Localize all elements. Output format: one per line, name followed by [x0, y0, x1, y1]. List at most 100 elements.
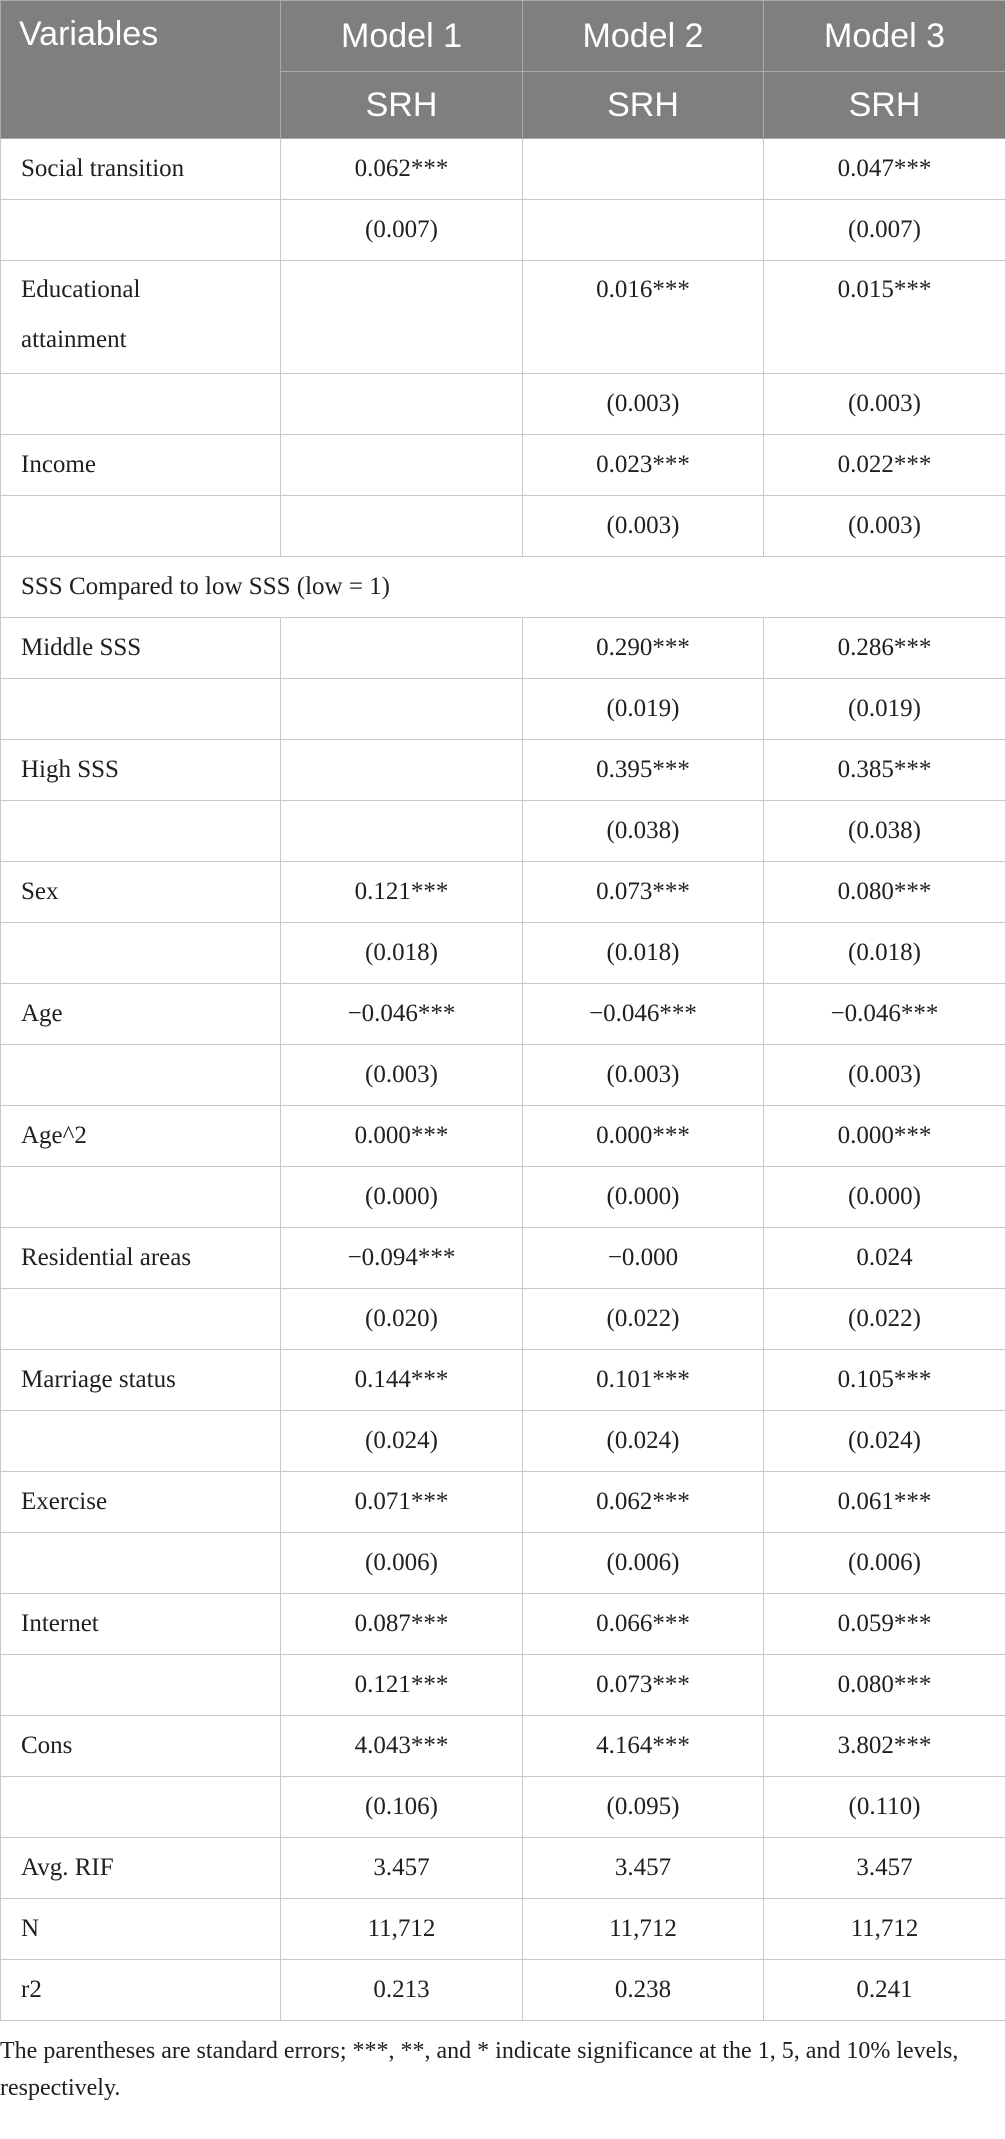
cell-model-3: 0.241 — [763, 1959, 1005, 2021]
cell-model-3: (0.019) — [763, 678, 1005, 740]
table-row: Residential areas −0.094*** −0.000 0.024 — [0, 1227, 1005, 1289]
cell-model-2: 0.101*** — [522, 1349, 764, 1411]
table-row: (0.003) (0.003) — [0, 373, 1005, 435]
cell-model-2: 11,712 — [522, 1898, 764, 1960]
row-label: N — [0, 1898, 281, 1960]
cell-model-1 — [280, 739, 523, 801]
cell-model-1: 3.457 — [280, 1837, 523, 1899]
row-label: Income — [0, 434, 281, 496]
row-label — [0, 922, 281, 984]
table-row: r2 0.213 0.238 0.241 — [0, 1959, 1005, 2021]
cell-model-2: 0.016*** — [522, 260, 764, 374]
cell-model-2: (0.024) — [522, 1410, 764, 1472]
cell-model-1: −0.046*** — [280, 983, 523, 1045]
table-row: (0.018) (0.018) (0.018) — [0, 922, 1005, 984]
table-row: SSS Compared to low SSS (low = 1) — [0, 556, 1005, 618]
cell-model-2: (0.095) — [522, 1776, 764, 1838]
cell-model-3: 0.047*** — [763, 138, 1005, 200]
row-label — [0, 1654, 281, 1716]
row-label: High SSS — [0, 739, 281, 801]
table-row: Internet 0.087*** 0.066*** 0.059*** — [0, 1593, 1005, 1655]
cell-model-2: 0.395*** — [522, 739, 764, 801]
table-footnote: The parentheses are standard errors; ***… — [0, 2038, 959, 2101]
table-row: Age^2 0.000*** 0.000*** 0.000*** — [0, 1105, 1005, 1167]
cell-model-3: (0.110) — [763, 1776, 1005, 1838]
table-row: Age −0.046*** −0.046*** −0.046*** — [0, 983, 1005, 1045]
cell-model-2 — [522, 199, 764, 261]
cell-model-3: (0.003) — [763, 373, 1005, 435]
cell-model-1: (0.024) — [280, 1410, 523, 1472]
cell-model-2: 0.073*** — [522, 1654, 764, 1716]
cell-model-2: −0.046*** — [522, 983, 764, 1045]
row-label: Educational attainment — [0, 260, 281, 374]
header-dependent-3: SRH — [763, 71, 1005, 139]
table-row: (0.003) (0.003) — [0, 495, 1005, 557]
cell-model-3: 0.022*** — [763, 434, 1005, 496]
row-label — [0, 1044, 281, 1106]
cell-model-2: (0.019) — [522, 678, 764, 740]
table-row: (0.019) (0.019) — [0, 678, 1005, 740]
row-label — [0, 1410, 281, 1472]
table-header: Variables Model 1 Model 2 Model 3 SRH SR… — [0, 0, 1005, 139]
cell-model-3: 0.385*** — [763, 739, 1005, 801]
cell-model-3: (0.022) — [763, 1288, 1005, 1350]
cell-model-1: −0.094*** — [280, 1227, 523, 1289]
header-variables: Variables — [0, 0, 281, 139]
row-label: Middle SSS — [0, 617, 281, 679]
cell-model-2: (0.003) — [522, 373, 764, 435]
cell-model-1: 4.043*** — [280, 1715, 523, 1777]
cell-model-1 — [280, 678, 523, 740]
cell-model-1: 0.144*** — [280, 1349, 523, 1411]
cell-model-3: (0.038) — [763, 800, 1005, 862]
row-label: Social transition — [0, 138, 281, 200]
row-label: Cons — [0, 1715, 281, 1777]
header-model-2: Model 2 — [522, 0, 764, 72]
table-row: Middle SSS 0.290*** 0.286*** — [0, 617, 1005, 679]
regression-table: Variables Model 1 Model 2 Model 3 SRH SR… — [0, 0, 1005, 2021]
cell-model-2: 0.023*** — [522, 434, 764, 496]
cell-model-2: (0.000) — [522, 1166, 764, 1228]
cell-model-2: (0.006) — [522, 1532, 764, 1594]
cell-model-1: 0.213 — [280, 1959, 523, 2021]
cell-model-3: 0.024 — [763, 1227, 1005, 1289]
table-row: High SSS 0.395*** 0.385*** — [0, 739, 1005, 801]
cell-model-1: (0.000) — [280, 1166, 523, 1228]
table-row: Marriage status 0.144*** 0.101*** 0.105*** — [0, 1349, 1005, 1411]
table-row: (0.038) (0.038) — [0, 800, 1005, 862]
cell-model-3: (0.018) — [763, 922, 1005, 984]
table-row: Sex 0.121*** 0.073*** 0.080*** — [0, 861, 1005, 923]
row-label: Residential areas — [0, 1227, 281, 1289]
cell-model-2: 0.290*** — [522, 617, 764, 679]
cell-model-1 — [280, 495, 523, 557]
cell-model-2: (0.018) — [522, 922, 764, 984]
table-row: Social transition 0.062*** 0.047*** — [0, 138, 1005, 200]
cell-model-3: (0.003) — [763, 495, 1005, 557]
row-label: Exercise — [0, 1471, 281, 1533]
cell-model-3: 0.000*** — [763, 1105, 1005, 1167]
header-model-1: Model 1 — [280, 0, 523, 72]
cell-model-3: 0.059*** — [763, 1593, 1005, 1655]
cell-model-2: 0.062*** — [522, 1471, 764, 1533]
cell-model-3: 0.105*** — [763, 1349, 1005, 1411]
row-label: Avg. RIF — [0, 1837, 281, 1899]
cell-model-2: (0.038) — [522, 800, 764, 862]
header-row-dependent: SRH SRH SRH — [1, 71, 1005, 139]
cell-model-1: 11,712 — [280, 1898, 523, 1960]
cell-model-1: 0.062*** — [280, 138, 523, 200]
header-dependent-2: SRH — [522, 71, 764, 139]
cell-model-3: 0.286*** — [763, 617, 1005, 679]
header-row-models: Variables Model 1 Model 2 Model 3 — [0, 0, 1005, 139]
cell-model-2: 0.000*** — [522, 1105, 764, 1167]
cell-model-3: 11,712 — [763, 1898, 1005, 1960]
cell-model-1 — [280, 800, 523, 862]
cell-model-2: (0.003) — [522, 495, 764, 557]
cell-model-1: (0.003) — [280, 1044, 523, 1106]
cell-model-2: (0.022) — [522, 1288, 764, 1350]
cell-model-1: 0.000*** — [280, 1105, 523, 1167]
table-row: (0.003) (0.003) (0.003) — [0, 1044, 1005, 1106]
table-row: (0.006) (0.006) (0.006) — [0, 1532, 1005, 1594]
row-label — [0, 373, 281, 435]
cell-model-3: (0.006) — [763, 1532, 1005, 1594]
table-row: Educational attainment 0.016*** 0.015*** — [0, 260, 1005, 374]
table-row: Cons 4.043*** 4.164*** 3.802*** — [0, 1715, 1005, 1777]
